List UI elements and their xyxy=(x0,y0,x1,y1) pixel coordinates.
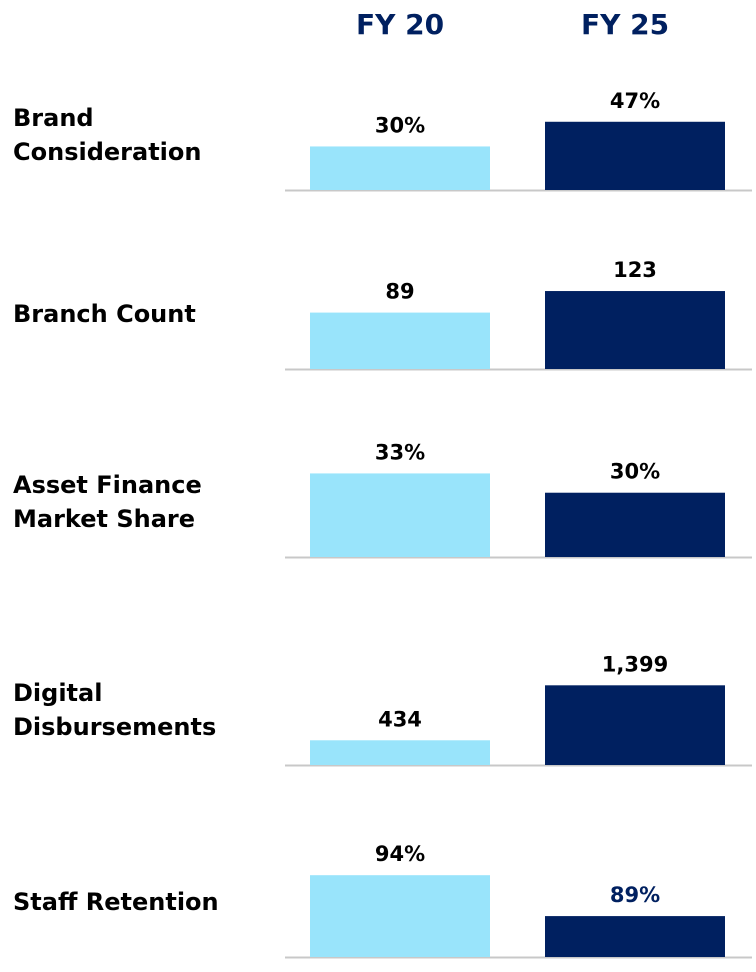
value-label: 33% xyxy=(375,440,425,464)
bar xyxy=(310,146,490,190)
value-label: 434 xyxy=(378,707,422,731)
row-label: Brand Consideration xyxy=(13,104,202,166)
value-label: 89 xyxy=(385,280,414,304)
row-label: Branch Count xyxy=(13,300,196,328)
value-label: 30% xyxy=(375,113,425,137)
bar xyxy=(545,916,725,957)
bar xyxy=(545,685,725,765)
bar xyxy=(310,312,490,369)
bar xyxy=(310,875,490,957)
value-label: 1,399 xyxy=(602,652,668,676)
row-label: Asset Finance Market Share xyxy=(13,471,202,533)
value-label: 94% xyxy=(375,842,425,866)
bar xyxy=(310,740,490,765)
bar xyxy=(545,492,725,557)
row-label: Digital Disbursements xyxy=(13,679,217,741)
bar xyxy=(545,291,725,369)
column-header: FY 20 xyxy=(355,8,445,41)
value-label: 123 xyxy=(613,258,657,282)
bar xyxy=(545,121,725,190)
column-header: FY 25 xyxy=(580,8,670,41)
value-label: 30% xyxy=(610,460,660,484)
bar xyxy=(310,473,490,557)
value-label: 89% xyxy=(610,883,660,907)
value-label: 47% xyxy=(610,89,660,113)
row-label: Staff Retention xyxy=(13,888,219,916)
